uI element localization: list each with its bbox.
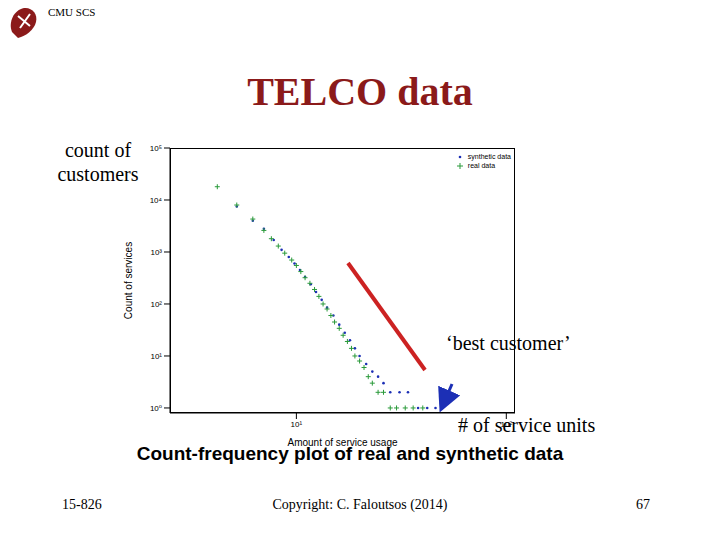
svg-text:10¹: 10¹ [291,420,303,429]
svg-text:10¹: 10¹ [150,352,162,361]
svg-text:10⁴: 10⁴ [150,196,163,205]
svg-text:10²: 10² [501,420,513,429]
svg-text:Count of services: Count of services [123,242,134,319]
svg-text:10³: 10³ [150,248,162,257]
svg-text:10⁵: 10⁵ [150,144,162,153]
svg-text:10²: 10² [150,300,162,309]
svg-text:10⁰: 10⁰ [150,404,162,413]
